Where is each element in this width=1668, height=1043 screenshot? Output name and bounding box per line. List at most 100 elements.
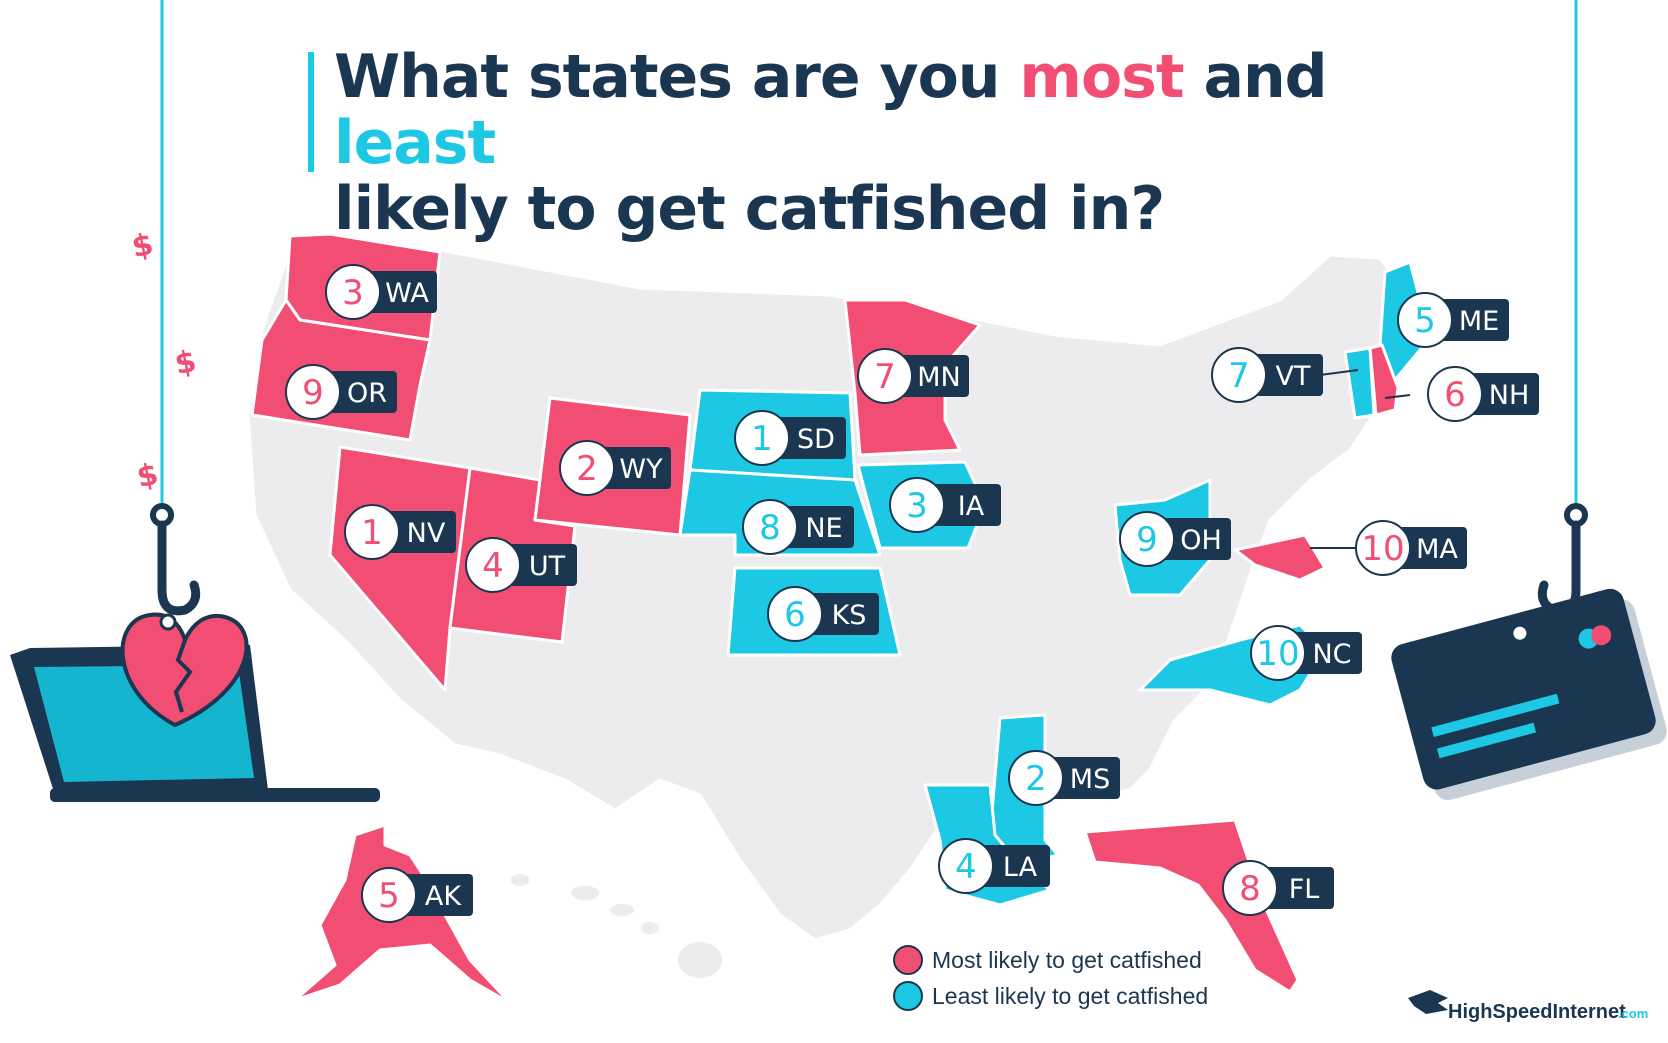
title-accent-bar <box>308 52 314 172</box>
laptop-icon <box>10 645 380 802</box>
badge-rank: 9 <box>1136 520 1158 560</box>
badge-rank: 5 <box>378 876 400 916</box>
badge-state-abbr: OH <box>1180 525 1222 556</box>
badge-state-abbr: IA <box>958 491 985 522</box>
dollar-sign-icon: $ <box>172 344 200 383</box>
badge-rank: 6 <box>784 595 806 635</box>
badge-rank-circle <box>285 364 341 420</box>
legend: Most likely to get catfished Least likel… <box>893 945 1208 1011</box>
badge-rank-circle <box>1397 292 1453 348</box>
state-badge-nh: 6 NH <box>1427 366 1539 422</box>
badge-rank-circle <box>465 537 521 593</box>
badge-rank: 3 <box>906 486 928 526</box>
badge-rank: 8 <box>759 508 781 548</box>
title-highlight-most: most <box>1019 42 1184 112</box>
fishing-line-left <box>150 0 201 616</box>
badge-rank: 4 <box>955 847 977 887</box>
state-badge-ut: 4 UT <box>465 537 577 593</box>
logo-suffix-text: .com <box>1618 1006 1648 1021</box>
badge-rank-circle <box>938 838 994 894</box>
badge-rank: 6 <box>1444 375 1466 415</box>
hummingbird-logo-icon <box>1408 990 1448 1014</box>
badge-rank-circle <box>1427 366 1483 422</box>
badge-state-abbr: NE <box>805 513 842 544</box>
badge-state-abbr: WY <box>619 454 663 485</box>
badge-state-abbr: SD <box>797 424 835 455</box>
state-shape-ny-ma-region <box>1233 533 1327 582</box>
state-badge-la: 4 LA <box>938 838 1050 894</box>
state-badge-wa: 3 WA <box>325 264 437 320</box>
badge-state-abbr: MN <box>917 362 961 393</box>
state-badge-oh: 9 OH <box>1119 511 1231 567</box>
badge-state-abbr: WA <box>385 278 429 309</box>
badge-rank: 7 <box>874 357 896 397</box>
badge-rank-circle <box>1119 511 1175 567</box>
state-badge-ks: 6 KS <box>767 586 879 642</box>
state-badge-ne: 8 NE <box>742 499 854 555</box>
state-badge-mn: 7 MN <box>857 348 969 404</box>
badge-state-abbr: LA <box>1003 852 1038 883</box>
broken-heart-icon <box>120 612 249 728</box>
badge-state-abbr: UT <box>529 551 566 582</box>
badge-rank-circle <box>559 440 615 496</box>
state-badge-ms: 2 MS <box>1008 750 1120 806</box>
badge-rank-circle <box>742 499 798 555</box>
state-badge-fl: 8 FL <box>1222 860 1334 916</box>
badge-rank-circle <box>889 477 945 533</box>
credit-card-icon <box>1391 588 1667 801</box>
badge-state-abbr: AK <box>425 881 462 912</box>
badge-rank-circle <box>1008 750 1064 806</box>
page-title: What states are you most and least likely… <box>334 42 1328 244</box>
badge-rank: 2 <box>576 449 598 489</box>
badge-rank-circle <box>1355 520 1411 576</box>
state-shape-vt <box>1343 346 1376 420</box>
badge-state-abbr: FL <box>1289 874 1320 905</box>
dollar-sign-icon: $ <box>129 227 157 266</box>
state-badge-nc: 10 NC <box>1250 625 1362 681</box>
state-badges: 3 WA 9 OR 1 NV 4 UT 2 WY 1 SD 8 NE 6 KS 7 MN 3 IA 9 OH 10 MA 10 N… <box>285 264 1539 923</box>
badge-rank: 9 <box>302 373 324 413</box>
dollar-sign-icon: $ <box>134 457 162 496</box>
badge-rank-circle <box>1222 860 1278 916</box>
badge-rank: 8 <box>1239 869 1261 909</box>
badge-state-abbr: NH <box>1489 380 1530 411</box>
badge-state-abbr: ME <box>1459 306 1499 337</box>
badge-state-abbr: KS <box>832 600 867 631</box>
state-badge-ia: 3 IA <box>889 477 1001 533</box>
legend-most-swatch <box>893 945 923 975</box>
badge-rank-circle <box>1211 347 1267 403</box>
badge-state-abbr: OR <box>347 378 387 409</box>
state-badge-wy: 2 WY <box>559 440 671 496</box>
state-badge-nv: 1 NV <box>344 504 456 560</box>
badge-state-abbr: MS <box>1070 764 1110 795</box>
badge-rank-circle <box>361 867 417 923</box>
logo-brand-text: HighSpeedInternet <box>1448 1001 1626 1023</box>
legend-most-label: Most likely to get catfished <box>932 947 1202 973</box>
badge-rank-circle <box>767 586 823 642</box>
fishing-line-right <box>1537 0 1588 616</box>
badge-state-abbr: NV <box>407 518 446 549</box>
state-badge-me: 5 ME <box>1397 292 1509 348</box>
state-badge-or: 9 OR <box>285 364 397 420</box>
hook-right-icon <box>1537 520 1581 616</box>
badge-rank-circle <box>1250 625 1306 681</box>
badge-rank: 7 <box>1228 356 1250 396</box>
badge-rank: 1 <box>751 419 773 459</box>
badge-rank-circle <box>344 504 400 560</box>
badge-rank-circle <box>325 264 381 320</box>
badge-state-abbr: MA <box>1416 534 1458 565</box>
badge-state-abbr: VT <box>1276 361 1311 392</box>
badge-rank: 5 <box>1414 301 1436 341</box>
badge-rank: 4 <box>482 546 504 586</box>
badge-rank-circle <box>734 410 790 466</box>
badge-rank: 3 <box>342 273 364 313</box>
state-badge-ak: 5 AK <box>361 867 473 923</box>
badge-rank: 10 <box>1361 529 1404 569</box>
hawaii-islands <box>511 874 722 978</box>
state-badge-ma: 10 MA <box>1355 520 1467 576</box>
badge-rank: 1 <box>361 513 383 553</box>
brand-logo: HighSpeedInternet .com <box>1408 990 1648 1023</box>
badge-rank: 2 <box>1025 759 1047 799</box>
title-highlight-least: least <box>334 108 496 178</box>
